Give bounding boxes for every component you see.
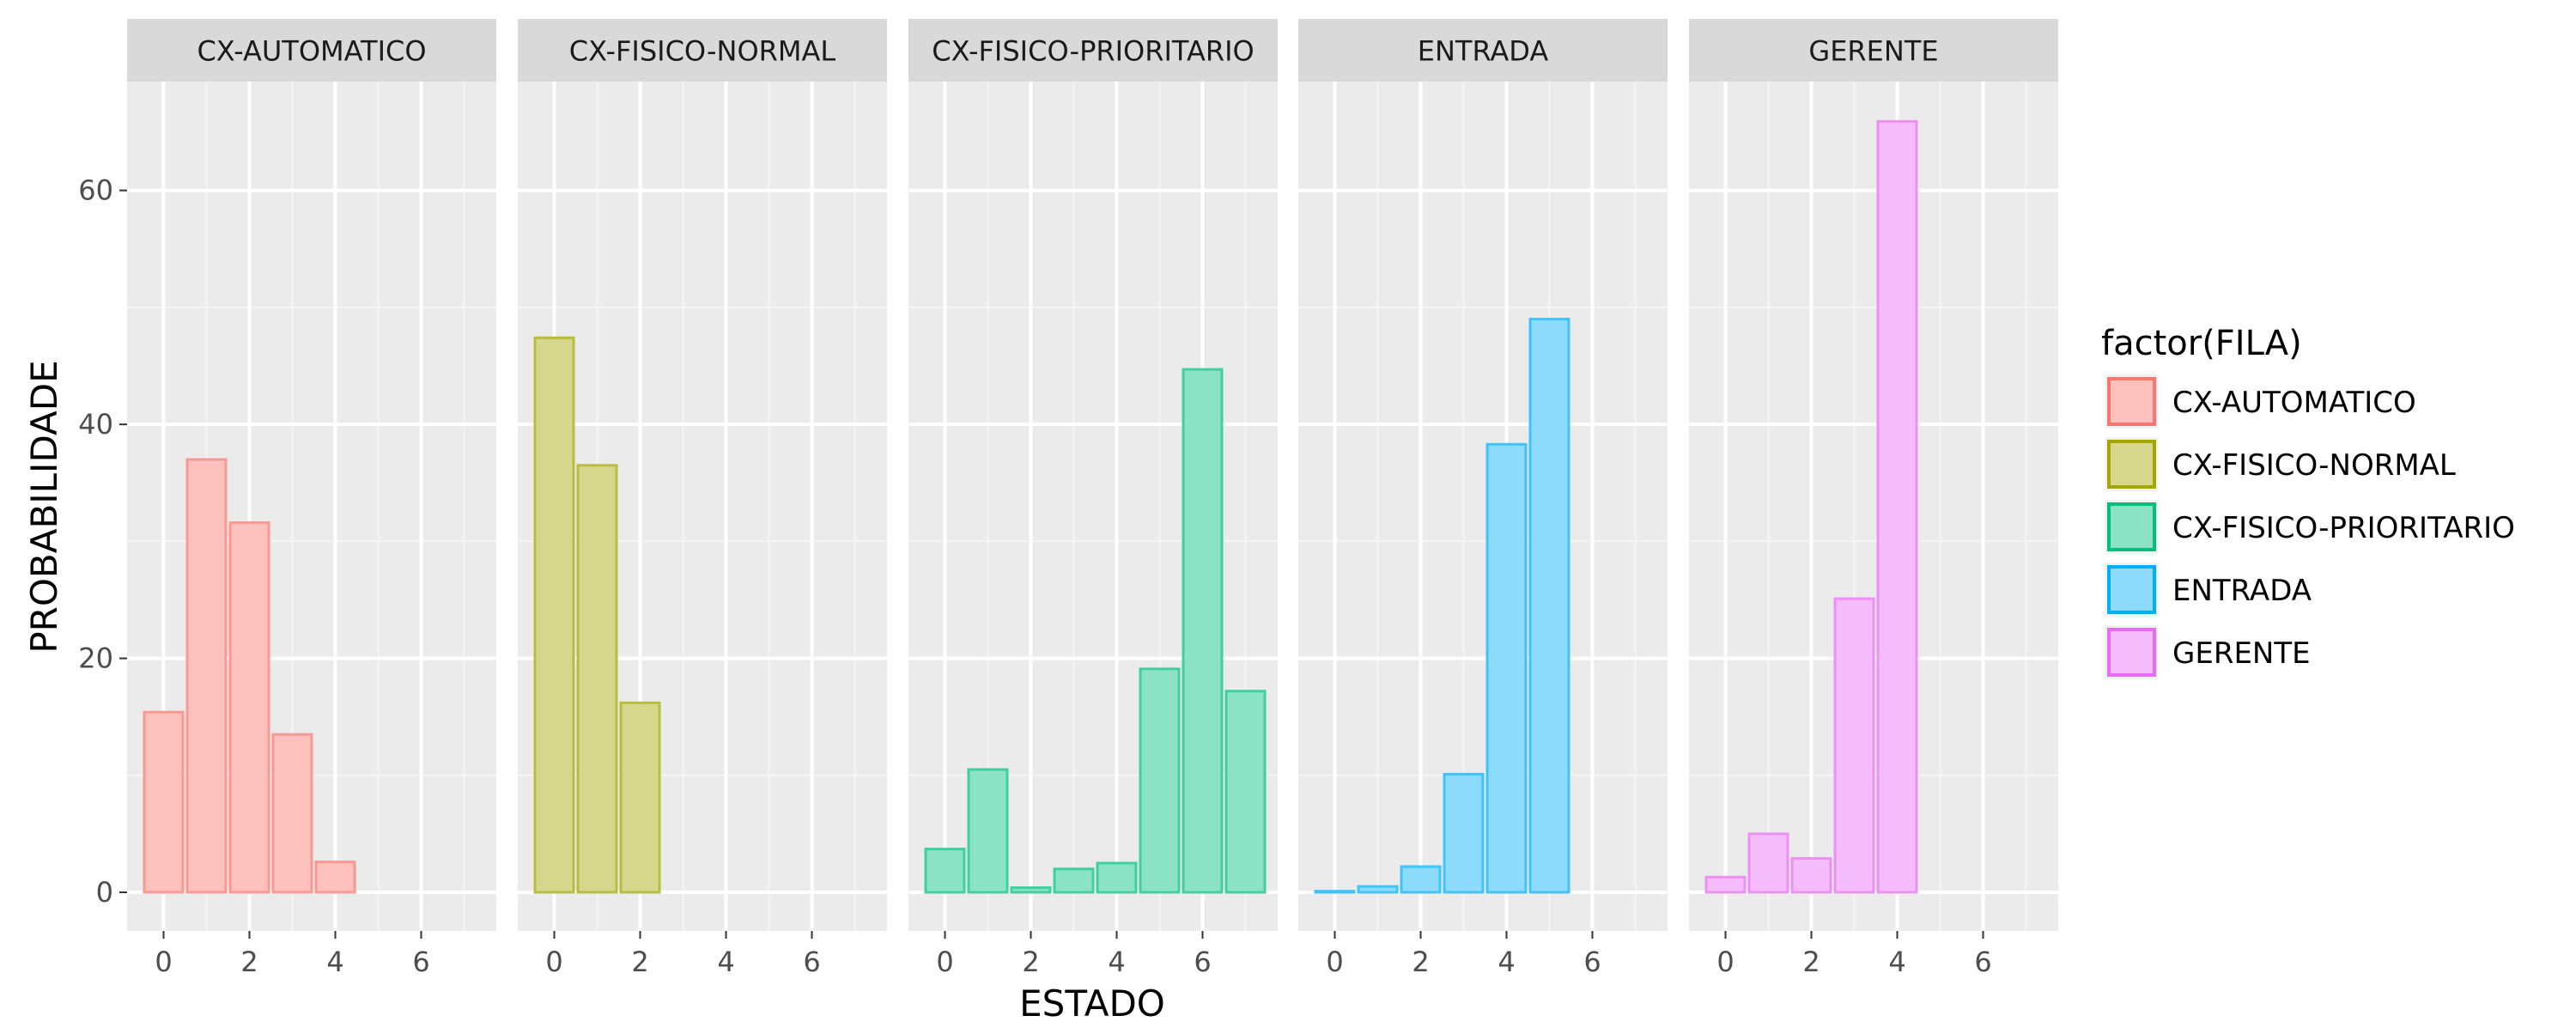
- bar-cx-fisico-prioritario-0: [924, 848, 966, 894]
- bar-cx-fisico-prioritario-5: [1139, 667, 1181, 894]
- bar-cx-fisico-normal-0: [533, 336, 575, 894]
- bar-cx-fisico-prioritario-2: [1010, 886, 1052, 894]
- bar-cx-automatico-3: [271, 733, 313, 894]
- x-tick-label: 6: [1974, 946, 1991, 978]
- bar-cx-fisico-normal-1: [576, 464, 618, 894]
- bar-cx-fisico-prioritario-1: [967, 768, 1009, 894]
- facet-panel-cx-fisico-prioritario: CX-FISICO-PRIORITARIO 0 2 4 6: [908, 19, 1278, 978]
- legend-label: CX-FISICO-NORMAL: [2172, 448, 2456, 483]
- legend-key-cx-fisico-normal: [2107, 440, 2156, 489]
- bar-entrada-1: [1357, 885, 1399, 894]
- facet-strip-label: CX-AUTOMATICO: [197, 35, 426, 68]
- legend: factor(FILA) CX-AUTOMATICO CX-FISICO-NORMA…: [2101, 324, 2515, 679]
- facet-strip: [1298, 19, 1668, 82]
- facet-strip-label: CX-FISICO-NORMAL: [569, 35, 836, 68]
- x-tick-label: 0: [936, 946, 953, 978]
- x-tick-label: 2: [1802, 946, 1820, 978]
- x-axis-title: ESTADO: [1019, 982, 1165, 1025]
- x-tick-label: 0: [1716, 946, 1734, 978]
- bar-gerente-1: [1747, 832, 1789, 894]
- facet-panel-cx-fisico-normal: CX-FISICO-NORMAL 0 2 4 6: [518, 19, 887, 978]
- bar-cx-automatico-4: [314, 861, 356, 894]
- bar-cx-fisico-normal-2: [619, 701, 661, 894]
- bar-gerente-3: [1833, 597, 1875, 894]
- bar-cx-fisico-prioritario-6: [1182, 368, 1224, 894]
- legend-title: factor(FILA): [2101, 324, 2302, 363]
- facet-strip-label: ENTRADA: [1418, 35, 1549, 68]
- bar-entrada-2: [1400, 865, 1442, 894]
- facet-strip: [1689, 19, 2058, 82]
- x-tick-label: 4: [1888, 946, 1905, 978]
- legend-label: CX-AUTOMATICO: [2172, 386, 2416, 420]
- bar-entrada-5: [1528, 318, 1571, 894]
- facet-panel-gerente: GERENTE 0 2 4 6: [1689, 19, 2058, 978]
- x-tick-label: 2: [240, 946, 258, 978]
- y-tick-label: 0: [96, 876, 113, 909]
- x-tick-label: 4: [1108, 946, 1125, 978]
- x-tick-label: 6: [803, 946, 820, 978]
- bar-entrada-4: [1485, 442, 1528, 894]
- bar-cx-automatico-1: [185, 458, 228, 894]
- bar-entrada-0: [1314, 890, 1356, 894]
- bar-gerente-0: [1704, 875, 1747, 894]
- bar-gerente-2: [1790, 857, 1832, 894]
- facet-panel-entrada: ENTRADA 0 2 4 6: [1298, 19, 1668, 978]
- x-tick-label: 0: [545, 946, 562, 978]
- x-tick-label: 6: [1583, 946, 1601, 978]
- x-tick-label: 0: [155, 946, 172, 978]
- bar-gerente-4: [1876, 119, 1918, 894]
- legend-key-cx-fisico-prioritario: [2107, 502, 2156, 551]
- facet-strip: [518, 19, 887, 82]
- legend-key-gerente: [2107, 628, 2156, 677]
- y-tick-label: 60: [78, 174, 113, 207]
- legend-key-cx-automatico: [2107, 377, 2156, 426]
- legend-label: ENTRADA: [2172, 574, 2312, 608]
- bar-cx-fisico-prioritario-3: [1053, 867, 1095, 894]
- legend-label: CX-FISICO-PRIORITARIO: [2172, 511, 2515, 545]
- bar-cx-automatico-2: [228, 521, 270, 894]
- x-tick-label: 2: [1022, 946, 1039, 978]
- bar-entrada-3: [1443, 772, 1485, 894]
- facet-strip-label: CX-FISICO-PRIORITARIO: [932, 35, 1254, 68]
- bar-cx-automatico-0: [143, 710, 185, 894]
- x-tick-label: 6: [412, 946, 429, 978]
- x-tick-label: 2: [1412, 946, 1429, 978]
- x-tick-label: 6: [1194, 946, 1211, 978]
- x-tick-label: 2: [631, 946, 648, 978]
- legend-key-entrada: [2107, 565, 2156, 614]
- bar-cx-fisico-prioritario-7: [1224, 690, 1267, 894]
- facet-panel-cx-automatico: CX-AUTOMATICO 0 2 4 6: [127, 19, 496, 978]
- bar-cx-fisico-prioritario-4: [1096, 861, 1138, 894]
- x-tick-label: 4: [326, 946, 343, 978]
- facet-strip: [127, 19, 496, 82]
- facet-strip: [908, 19, 1278, 82]
- facet-strip-label: GERENTE: [1808, 35, 1938, 68]
- x-tick-label: 4: [717, 946, 734, 978]
- x-tick-label: 4: [1498, 946, 1515, 978]
- y-tick-label: 20: [78, 642, 113, 675]
- legend-label: GERENTE: [2172, 636, 2311, 671]
- x-tick-label: 0: [1326, 946, 1343, 978]
- y-axis-title: PROBABILIDADE: [23, 360, 65, 653]
- y-tick-label: 40: [78, 408, 113, 441]
